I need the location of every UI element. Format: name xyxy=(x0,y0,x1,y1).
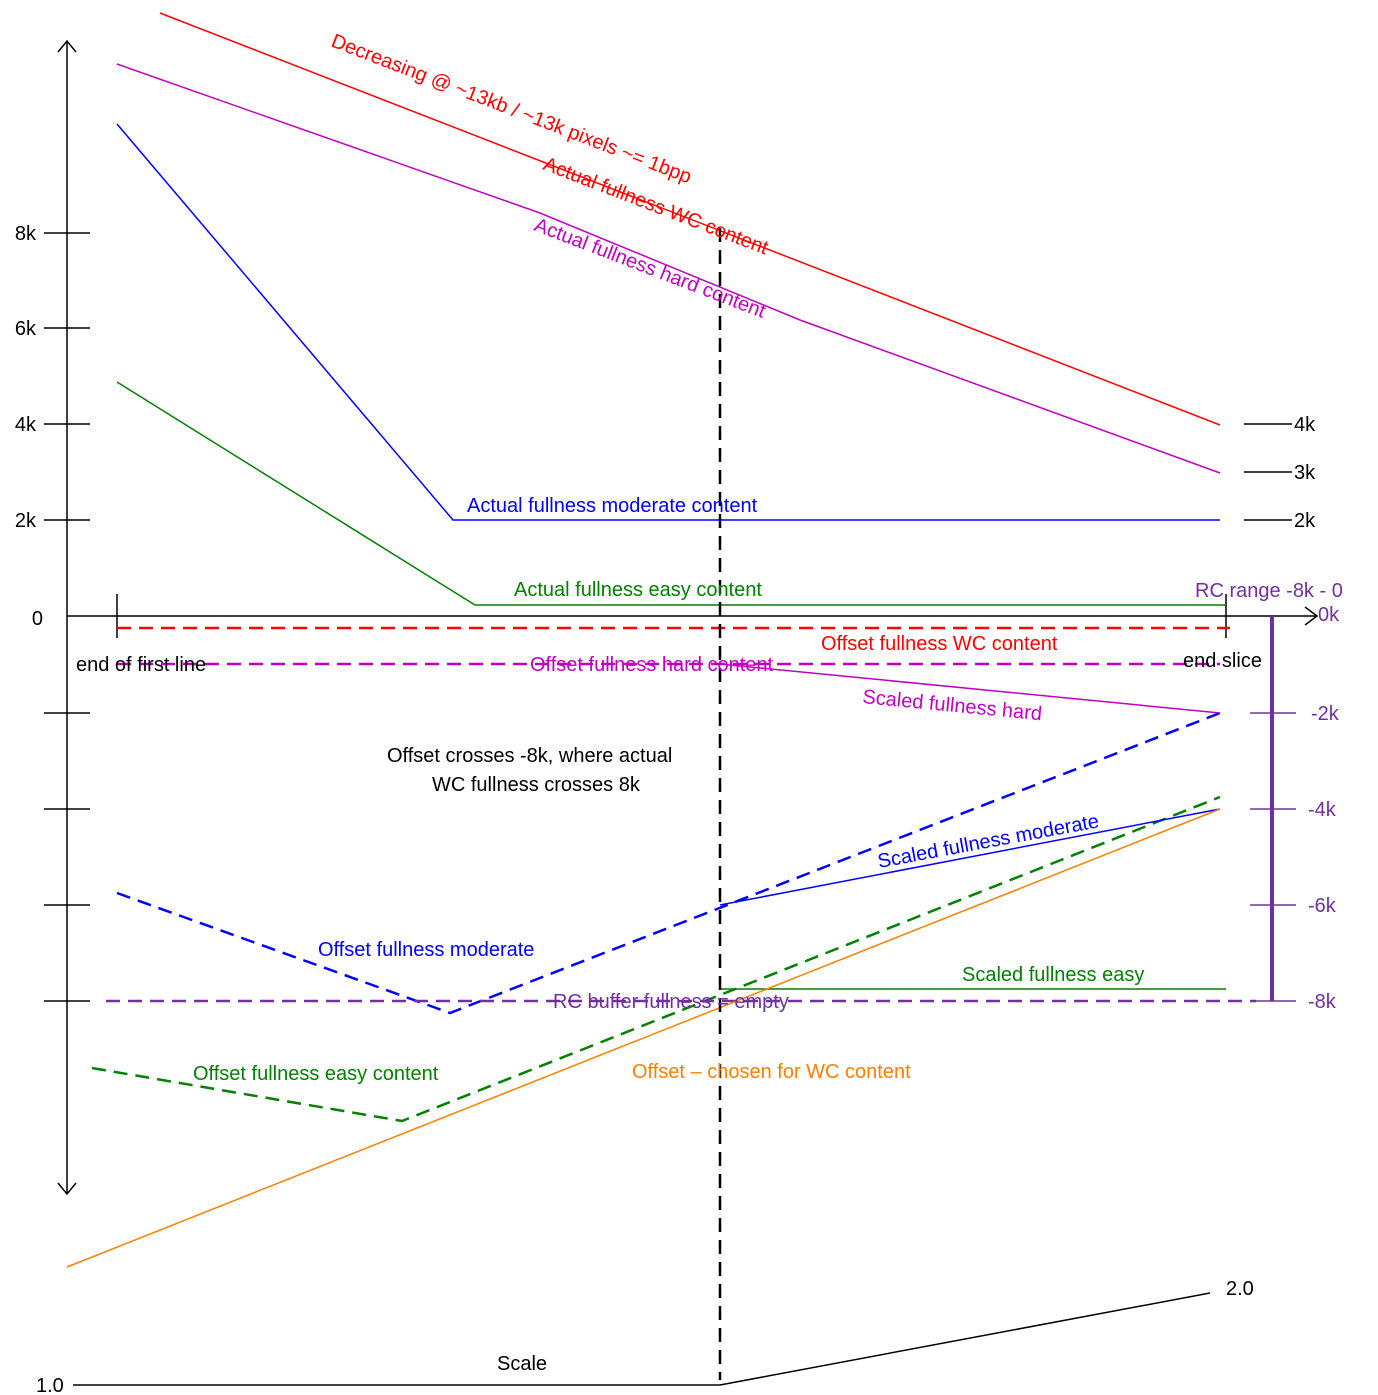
right-upper-labels: 4k 3k 2k xyxy=(1294,414,1316,532)
tick-label-2k: 2k xyxy=(15,510,37,532)
zero-axis-arrow xyxy=(1304,606,1319,626)
scaled-hard-label: Scaled fullness hard xyxy=(862,686,1043,725)
rc-label-neg-4k: -4k xyxy=(1308,799,1337,821)
rc-label-0k: 0k xyxy=(1318,604,1340,626)
offset-crosses-label-1: Offset crosses -8k, where actual xyxy=(387,745,672,767)
offset-wc-label: Offset fullness WC content xyxy=(821,633,1058,655)
end-slice-label: end slice xyxy=(1183,650,1262,672)
right-label-2k: 2k xyxy=(1294,510,1316,532)
actual-fullness-wc-line xyxy=(159,12,1221,426)
right-label-4k: 4k xyxy=(1294,414,1316,436)
right-label-3k: 3k xyxy=(1294,462,1316,484)
scale-start-label: 1.0 xyxy=(36,1375,64,1395)
rc-range-labels: 0k -2k -4k -6k -8k RC range -8k - 0 xyxy=(1195,580,1343,1013)
scale-end-label: 2.0 xyxy=(1226,1278,1254,1300)
actual-fullness-lines xyxy=(116,12,1226,606)
scaled-fullness-lines xyxy=(66,663,1226,1268)
tick-label-4k: 4k xyxy=(15,414,37,436)
actual-fullness-moderate-line xyxy=(116,123,1220,521)
offset-chosen-wc-line xyxy=(66,808,1221,1268)
tick-label-6k: 6k xyxy=(15,318,37,340)
offset-fullness-lines xyxy=(91,626,1256,1123)
scaled-fullness-hard-line xyxy=(719,663,1221,714)
scaled-moderate-label: Scaled fullness moderate xyxy=(876,810,1101,873)
left-axis-labels: 8k 6k 4k 2k 0 xyxy=(15,223,43,630)
right-upper-ticks xyxy=(1244,423,1292,521)
tick-label-zero: 0 xyxy=(32,608,43,630)
rc-label-neg-8k: -8k xyxy=(1308,991,1337,1013)
actual-fullness-hard-line xyxy=(116,63,1221,474)
zero-axis xyxy=(67,594,1319,638)
decreasing-label: Decreasing @ ~13kb / ~13k pixels ~= 1bpp xyxy=(328,30,694,188)
tick-label-8k: 8k xyxy=(15,223,37,245)
left-axis-arrow-down xyxy=(57,1182,77,1196)
offset-crosses-label-2: WC fullness crosses 8k xyxy=(432,774,641,796)
scale-label: Scale xyxy=(497,1353,547,1375)
rc-label-neg-2k: -2k xyxy=(1311,703,1340,725)
actual-fullness-easy-line xyxy=(116,381,1226,606)
scale-line-group: 1.0 2.0 Scale xyxy=(36,1278,1254,1395)
offset-fullness-easy-line xyxy=(91,795,1221,1123)
left-axis-arrow-up xyxy=(57,39,77,53)
offset-hard-label: Offset fullness hard content xyxy=(530,654,774,676)
rc-range-label: RC range -8k - 0 xyxy=(1195,580,1343,602)
scaled-fullness-moderate-line xyxy=(719,808,1221,906)
offset-moderate-label: Offset fullness moderate xyxy=(318,939,534,961)
offset-chosen-label: Offset – chosen for WC content xyxy=(632,1061,911,1083)
scaled-easy-label: Scaled fullness easy xyxy=(962,964,1144,986)
actual-moderate-label: Actual fullness moderate content xyxy=(467,495,758,517)
offset-easy-label: Offset fullness easy content xyxy=(193,1063,439,1085)
left-axis xyxy=(44,39,90,1196)
scale-line xyxy=(73,1292,1211,1386)
end-first-line-label: end of first line xyxy=(76,654,206,676)
actual-easy-label: Actual fullness easy content xyxy=(514,579,762,601)
offset-fullness-moderate-line xyxy=(116,711,1221,1015)
rc-label-neg-6k: -6k xyxy=(1308,895,1337,917)
line-labels: Decreasing @ ~13kb / ~13k pixels ~= 1bpp… xyxy=(76,30,1262,1085)
rc-empty-label: RC buffer fullness = empty xyxy=(553,991,789,1013)
rc-range-bracket xyxy=(1250,616,1296,1002)
